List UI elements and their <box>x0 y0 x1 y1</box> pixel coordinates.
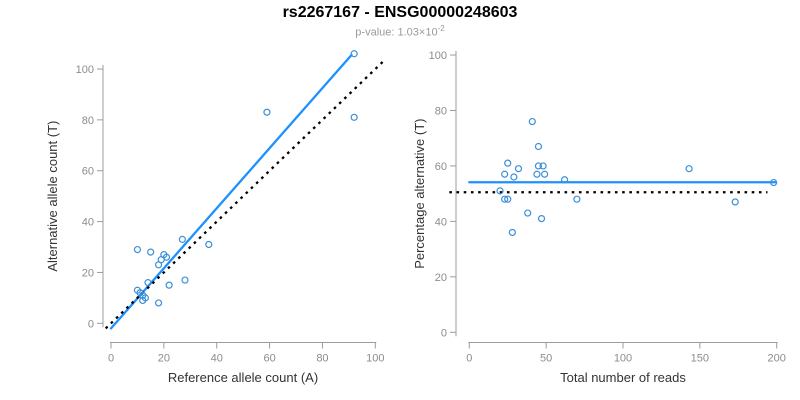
data-point <box>539 162 547 170</box>
data-point <box>154 261 163 269</box>
data-point <box>514 165 523 173</box>
right-plot: 0 20 40 60 80 100 0 50 100 150 200 Total number of … <box>412 50 786 385</box>
data-point <box>504 159 512 167</box>
x-axis-title: Reference allele count (A) <box>168 370 318 385</box>
data-point <box>528 117 536 126</box>
data-point <box>501 170 509 178</box>
x-tick-label: 80 <box>316 353 328 365</box>
data-point <box>534 142 543 151</box>
y-tick-label: 60 <box>82 166 94 178</box>
data-point <box>263 108 271 116</box>
data-point <box>165 281 173 289</box>
data-point <box>350 113 358 121</box>
y-tick-label: 60 <box>435 161 447 173</box>
data-point <box>205 240 213 249</box>
y-tick-label: 0 <box>88 318 94 330</box>
y-tick-label: 0 <box>441 327 447 339</box>
data-point <box>534 162 543 170</box>
y-tick-label: 40 <box>435 216 447 228</box>
x-tick-label: 0 <box>466 353 472 365</box>
left-plot: 0 20 40 60 80 100 0 20 40 60 80 100 Reference allele… <box>45 50 386 385</box>
data-point <box>510 173 518 181</box>
data-point <box>147 248 155 256</box>
x-tick-label: 150 <box>691 353 709 365</box>
data-point <box>133 245 142 254</box>
y-tick-label: 20 <box>82 267 94 279</box>
data-point <box>685 165 693 173</box>
y-tick-label: 100 <box>76 64 94 76</box>
data-point <box>178 235 186 243</box>
data-point <box>154 299 163 307</box>
subtitle-pvalue: p-value: 1.03×10-2 <box>0 24 800 39</box>
data-point <box>181 276 189 284</box>
y-tick-label: 20 <box>435 272 447 284</box>
identity-line <box>104 59 386 330</box>
data-point <box>524 209 532 217</box>
data-point <box>731 198 739 206</box>
x-tick-label: 60 <box>263 353 275 365</box>
x-tick-label: 20 <box>158 353 170 365</box>
data-point <box>537 215 546 223</box>
x-tick-label: 100 <box>366 353 384 365</box>
x-tick-label: 50 <box>540 353 552 365</box>
pvalue-text: p-value: 1.03×10 <box>355 26 438 39</box>
y-axis-title: Alternative allele count (T) <box>45 121 60 272</box>
y-tick-label: 40 <box>82 217 94 229</box>
data-point <box>770 178 778 187</box>
x-tick-label: 40 <box>211 353 223 365</box>
data-point <box>573 195 581 203</box>
data-point <box>139 296 147 305</box>
x-tick-label: 100 <box>614 353 632 365</box>
data-point <box>496 187 504 195</box>
data-point <box>350 50 358 58</box>
data-point <box>560 176 569 184</box>
data-point <box>144 279 152 287</box>
data-point <box>501 195 509 203</box>
page-title: rs2267167 - ENSG00000248603 <box>282 4 518 21</box>
y-tick-label: 80 <box>435 105 447 117</box>
y-tick-label: 100 <box>429 50 447 62</box>
x-axis-title: Total number of reads <box>560 370 686 385</box>
x-tick-label: 0 <box>108 353 114 365</box>
y-tick-label: 80 <box>82 115 94 127</box>
y-axis-title: Percentage alternative (T) <box>412 119 427 269</box>
data-point <box>541 170 549 178</box>
pvalue-exponent: -2 <box>437 24 445 33</box>
data-point <box>504 195 512 203</box>
data-point <box>508 228 516 237</box>
x-tick-label: 200 <box>768 353 786 365</box>
data-point <box>533 170 541 178</box>
